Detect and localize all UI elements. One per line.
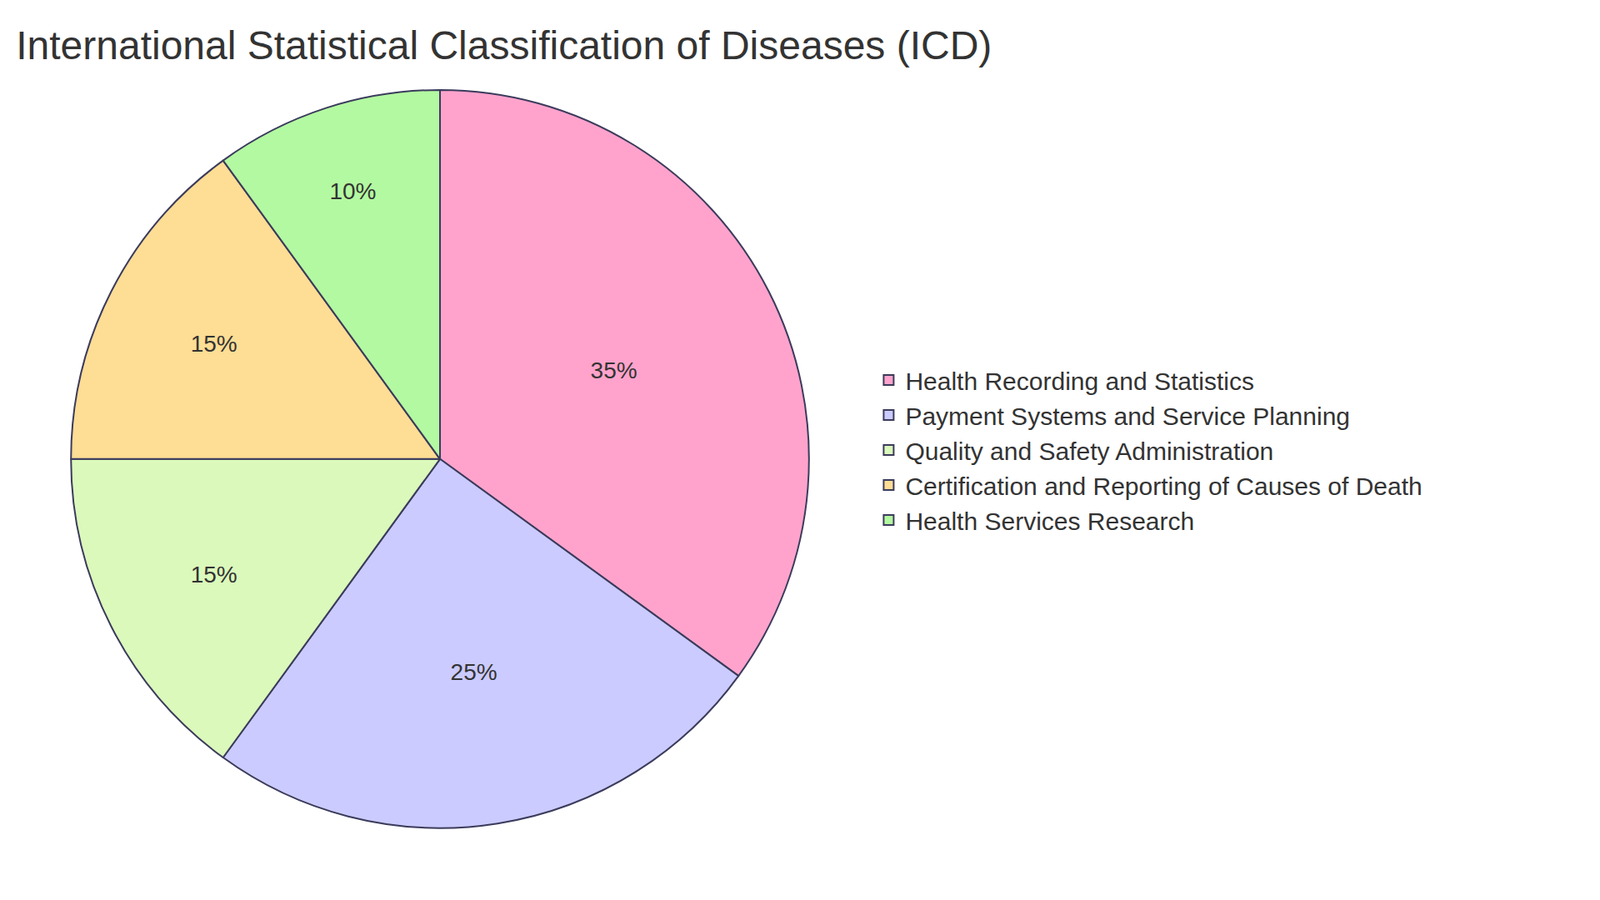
svg-text:International Statistical Clas: International Statistical Classification… <box>15 23 992 68</box>
svg-text:Payment Systems and Service Pl: Payment Systems and Service Planning <box>905 402 1350 430</box>
svg-text:15%: 15% <box>190 561 238 588</box>
svg-text:25%: 25% <box>450 659 498 685</box>
svg-text:Certification and Reporting of: Certification and Reporting of Causes of… <box>905 472 1422 500</box>
svg-text:15%: 15% <box>190 330 238 357</box>
svg-text:Health Services Research: Health Services Research <box>905 507 1195 535</box>
svg-text:Quality and Safety Administrat: Quality and Safety Administration <box>905 437 1274 465</box>
svg-text:Health Recording and Statistic: Health Recording and Statistics <box>905 367 1255 395</box>
svg-text:10%: 10% <box>329 178 376 205</box>
svg-text:35%: 35% <box>590 357 638 384</box>
